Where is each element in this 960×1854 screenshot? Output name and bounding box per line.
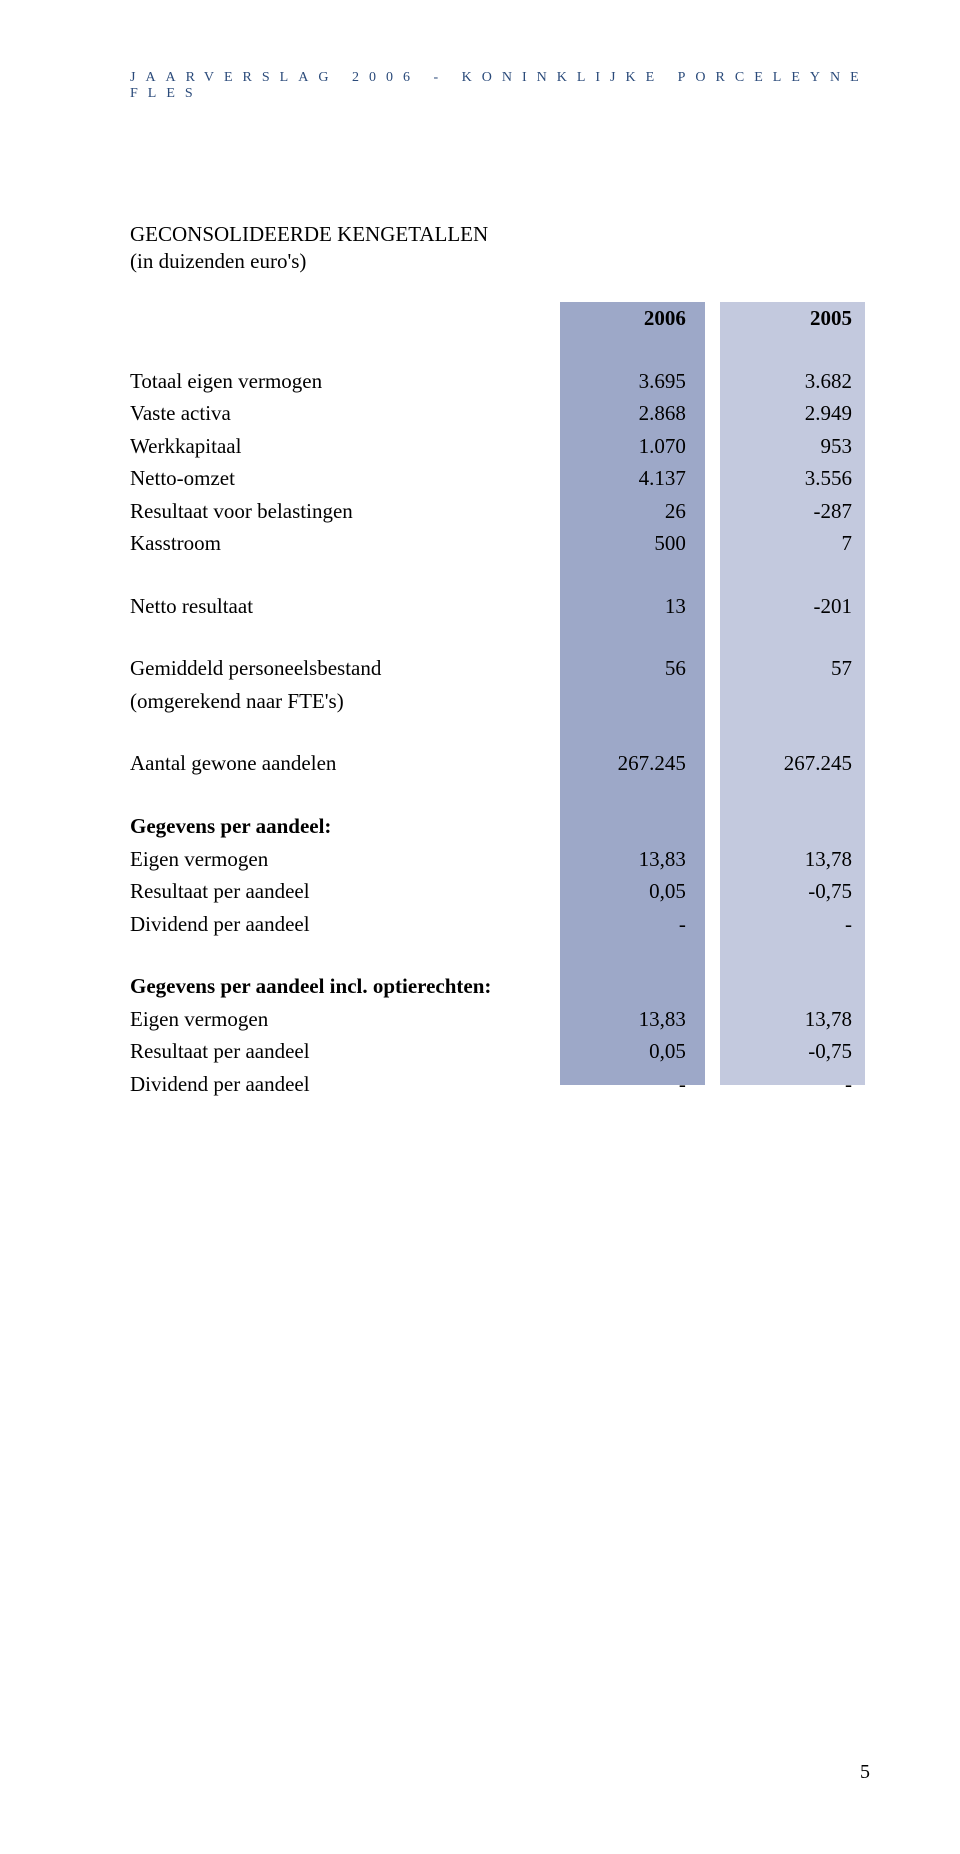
cell: -	[538, 1068, 704, 1101]
col-header-2005: 2005	[704, 302, 870, 335]
table-row: Dividend per aandeel - -	[130, 908, 870, 941]
table-row: Eigen vermogen 13,83 13,78	[130, 1003, 870, 1036]
cell: 13,78	[704, 843, 870, 876]
row-label: Eigen vermogen	[130, 843, 538, 876]
row-label: Netto resultaat	[130, 590, 538, 623]
cell: 56	[538, 652, 704, 685]
cell: -	[538, 908, 704, 941]
section-title: GECONSOLIDEERDE KENGETALLEN	[130, 222, 870, 247]
row-label: Dividend per aandeel	[130, 908, 538, 941]
row-label: Resultaat per aandeel	[130, 1035, 538, 1068]
page-root: JAARVERSLAG 2006 - KONINKLIJKE PORCELEYN…	[0, 0, 960, 1854]
table-row: Resultaat voor belastingen 26 -287	[130, 495, 870, 528]
table-row: Eigen vermogen 13,83 13,78	[130, 843, 870, 876]
table-row: Vaste activa 2.868 2.949	[130, 397, 870, 430]
table-row: Aantal gewone aandelen 267.245 267.245	[130, 747, 870, 780]
table-row: Gemiddeld personeelsbestand 56 57	[130, 652, 870, 685]
cell: 3.682	[704, 365, 870, 398]
page-number: 5	[860, 1761, 870, 1784]
row-label: Vaste activa	[130, 397, 538, 430]
cell: 13	[538, 590, 704, 623]
cell: 0,05	[538, 1035, 704, 1068]
cell: 1.070	[538, 430, 704, 463]
table-row: Netto resultaat 13 -201	[130, 590, 870, 623]
col-header-2006: 2006	[538, 302, 704, 335]
row-label: Resultaat voor belastingen	[130, 495, 538, 528]
row-label: Gemiddeld personeelsbestand	[130, 652, 538, 685]
table-row: Werkkapitaal 1.070 953	[130, 430, 870, 463]
row-label: Gegevens per aandeel incl. optierechten:	[130, 970, 538, 1003]
cell: -201	[704, 590, 870, 623]
cell: 13,83	[538, 1003, 704, 1036]
cell: 3.556	[704, 462, 870, 495]
table-row: (omgerekend naar FTE's)	[130, 685, 870, 718]
cell: 0,05	[538, 875, 704, 908]
cell: 13,78	[704, 1003, 870, 1036]
row-label: Totaal eigen vermogen	[130, 365, 538, 398]
cell: 953	[704, 430, 870, 463]
row-label: Werkkapitaal	[130, 430, 538, 463]
cell: -0,75	[704, 875, 870, 908]
table-row: Gegevens per aandeel incl. optierechten:	[130, 970, 870, 1003]
cell: 4.137	[538, 462, 704, 495]
cell: 267.245	[704, 747, 870, 780]
cell: -	[704, 908, 870, 941]
table-row: Kasstroom 500 7	[130, 527, 870, 560]
table-row: Gegevens per aandeel:	[130, 810, 870, 843]
cell: -	[704, 1068, 870, 1101]
row-label: Aantal gewone aandelen	[130, 747, 538, 780]
cell: -0,75	[704, 1035, 870, 1068]
row-label: Eigen vermogen	[130, 1003, 538, 1036]
cell: 267.245	[538, 747, 704, 780]
section-subtitle: (in duizenden euro's)	[130, 249, 870, 274]
row-label: Kasstroom	[130, 527, 538, 560]
cell: 2.949	[704, 397, 870, 430]
table-row: Dividend per aandeel - -	[130, 1068, 870, 1101]
cell: 26	[538, 495, 704, 528]
table-row: Netto-omzet 4.137 3.556	[130, 462, 870, 495]
table-row: Totaal eigen vermogen 3.695 3.682	[130, 365, 870, 398]
row-label: Gegevens per aandeel:	[130, 810, 538, 843]
cell: 2.868	[538, 397, 704, 430]
running-header: JAARVERSLAG 2006 - KONINKLIJKE PORCELEYN…	[130, 70, 870, 102]
row-label: Resultaat per aandeel	[130, 875, 538, 908]
cell: 13,83	[538, 843, 704, 876]
data-area: 2006 2005 Totaal eigen vermogen 3.695 3.…	[130, 302, 870, 1100]
table-header-row: 2006 2005	[130, 302, 870, 335]
table-row: Resultaat per aandeel 0,05 -0,75	[130, 1035, 870, 1068]
table-row: Resultaat per aandeel 0,05 -0,75	[130, 875, 870, 908]
cell: 7	[704, 527, 870, 560]
cell: 500	[538, 527, 704, 560]
cell: 3.695	[538, 365, 704, 398]
kengetallen-table: 2006 2005 Totaal eigen vermogen 3.695 3.…	[130, 302, 870, 1100]
row-label: (omgerekend naar FTE's)	[130, 685, 538, 718]
cell: 57	[704, 652, 870, 685]
row-label: Dividend per aandeel	[130, 1068, 538, 1101]
cell: -287	[704, 495, 870, 528]
row-label: Netto-omzet	[130, 462, 538, 495]
